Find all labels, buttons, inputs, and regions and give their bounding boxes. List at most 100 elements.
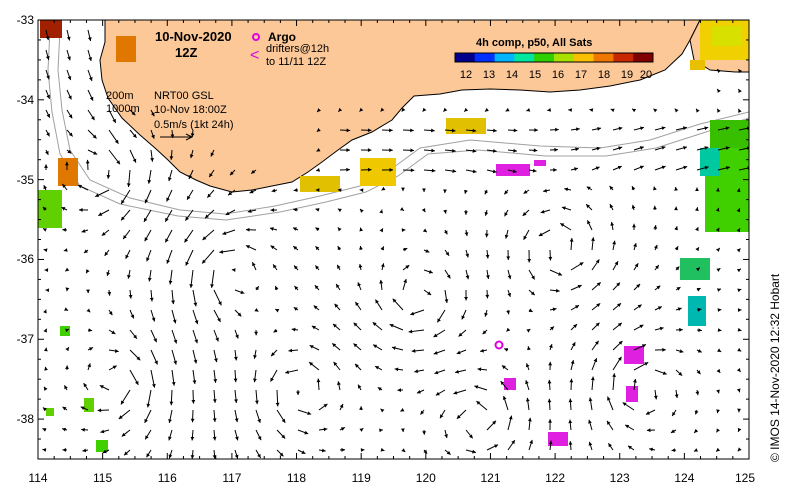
current-vector-head <box>440 414 444 419</box>
isobath-1000m-label: 1000m <box>106 103 140 115</box>
current-vector-head <box>736 208 741 213</box>
current-vector-head <box>147 277 152 282</box>
current-vector-head <box>144 418 148 423</box>
current-vector-head <box>525 380 529 385</box>
current-vector-head <box>608 443 612 448</box>
current-vector-head <box>574 167 578 171</box>
current-vector-head <box>314 285 319 290</box>
current-vector-head <box>410 168 415 173</box>
current-vector-head <box>586 204 590 209</box>
current-vector-head <box>672 411 676 416</box>
colorbar-title: 4h comp, p50, All Sats <box>476 37 592 49</box>
current-vector-head <box>234 399 238 403</box>
current-vector-head <box>136 356 141 361</box>
current-vector-head <box>190 436 195 441</box>
current-vector-head <box>337 264 341 269</box>
current-vector-head <box>465 275 470 280</box>
current-vector-head <box>422 107 427 112</box>
current-vector-head <box>65 365 69 370</box>
current-vector-head <box>443 189 447 193</box>
drifter-legend-icon: < <box>250 47 259 64</box>
current-vector-head <box>716 428 720 433</box>
current-vector-head <box>472 149 477 153</box>
current-vector-head <box>101 231 106 236</box>
current-vector-head <box>502 395 507 400</box>
current-vector-head <box>108 311 113 316</box>
current-vector-head <box>273 328 278 333</box>
current-vector-head <box>679 327 683 332</box>
current-vector-head <box>251 169 256 174</box>
current-vector-head <box>474 385 479 389</box>
current-vector-head <box>281 418 286 423</box>
colorbar-tick-label: 19 <box>621 69 633 81</box>
current-vector-head <box>461 315 466 320</box>
colorbar-swatch <box>534 53 555 62</box>
current-vector-head <box>270 208 275 212</box>
current-vector-head <box>83 383 88 388</box>
colorbar-tick-label: 12 <box>460 69 472 81</box>
current-vector-head <box>253 378 257 383</box>
current-vector-head <box>193 302 198 307</box>
current-vector-head <box>661 165 666 170</box>
current-vector-head <box>456 414 461 419</box>
current-vector-head <box>151 383 156 388</box>
current-vector-head <box>62 183 67 188</box>
current-vector-head <box>315 246 320 251</box>
current-vector-head <box>484 190 489 195</box>
sst-patches <box>38 20 749 452</box>
current-vector-head <box>389 167 394 172</box>
current-vector-head <box>332 323 337 328</box>
current-vector-head <box>575 305 580 309</box>
current-vector-head <box>67 76 72 81</box>
current-vector-head <box>726 166 730 170</box>
colorbar-swatch <box>474 53 496 62</box>
current-vector-head <box>334 303 339 308</box>
current-vector-head <box>484 107 489 112</box>
current-vector-head <box>372 322 377 326</box>
current-vector-head <box>189 154 194 159</box>
current-vector-head <box>492 149 497 153</box>
current-vector-head <box>525 397 530 402</box>
current-vector-head <box>452 169 457 173</box>
current-vector-head <box>548 256 553 261</box>
current-vector-head <box>534 128 538 133</box>
current-vector-head <box>240 290 245 295</box>
current-vector-head <box>637 304 642 309</box>
current-vector-head <box>401 228 406 232</box>
current-vector-head <box>555 127 559 132</box>
current-vector-head <box>493 128 497 133</box>
current-vector-head <box>235 436 239 441</box>
current-vector-head <box>422 228 427 233</box>
current-vector-head <box>717 308 722 312</box>
current-vector-head <box>568 419 573 424</box>
current-vector-head <box>92 134 97 139</box>
current-vectors <box>42 29 749 459</box>
current-vector-head <box>586 186 591 191</box>
current-vector-head <box>391 346 396 350</box>
velocity-scale-arrow <box>160 133 194 141</box>
current-vector-head <box>696 288 701 292</box>
current-vector-head <box>506 327 511 332</box>
current-vector-head <box>453 390 458 395</box>
current-vector-head <box>736 248 741 253</box>
current-vector-head <box>736 228 741 233</box>
current-vector-head <box>671 448 676 453</box>
current-vector-head <box>614 261 619 266</box>
current-vector-head <box>43 347 48 352</box>
current-vector-head <box>610 221 615 226</box>
current-vector-head <box>464 232 469 237</box>
current-vector-head <box>625 424 630 429</box>
current-vector-head <box>736 368 741 372</box>
current-vector-head <box>114 349 119 353</box>
current-vector-head <box>93 151 98 155</box>
current-vector-head <box>316 168 321 172</box>
current-vector-head <box>588 419 592 424</box>
current-vector-head <box>634 263 639 268</box>
lon-tick-label: 124 <box>674 471 694 485</box>
y-axis-labels: -33 -34 -35 -36 -37 -38 <box>17 13 35 426</box>
current-vector-head <box>530 291 535 296</box>
current-vector-head <box>359 188 364 193</box>
current-vector-head <box>45 288 50 293</box>
current-vector-head <box>332 343 337 348</box>
current-vector-head <box>367 128 372 133</box>
